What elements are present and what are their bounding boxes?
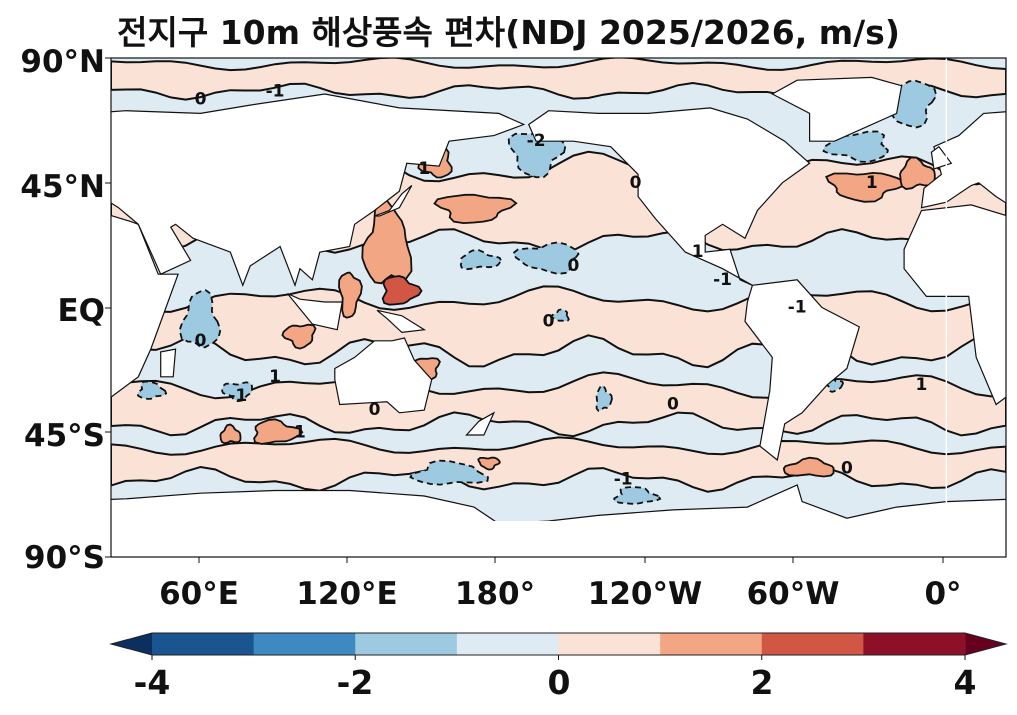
colorbar-segment [863, 633, 966, 655]
lon-tick-label: 180° [454, 576, 536, 612]
lat-tick-label: EQ [57, 293, 105, 329]
landmass [465, 411, 496, 436]
positive-anomaly-region [782, 456, 835, 478]
landmass [771, 76, 903, 142]
negative-anomaly-region [178, 289, 222, 349]
positive-anomaly-region [433, 193, 518, 225]
contour-label: 0 [195, 90, 207, 110]
contour-label: 0 [567, 256, 579, 276]
positive-anomaly-band [111, 436, 1006, 493]
landmass [334, 337, 433, 414]
colorbar-tick-label: -2 [336, 663, 374, 702]
negative-anomaly-region [136, 380, 168, 400]
contour-label: -1 [788, 298, 807, 318]
negative-anomaly-region [409, 459, 489, 486]
colorbar-segment [355, 633, 458, 655]
landmass [376, 309, 427, 334]
landmass [287, 293, 343, 331]
contour-label: -2 [527, 131, 546, 151]
contour-label: 0 [369, 400, 381, 420]
negative-anomaly-region [459, 249, 502, 271]
no-data-region [111, 520, 1006, 557]
colorbar-segment [152, 633, 255, 655]
contour-label: 0 [667, 395, 679, 415]
lat-tick-label: 45°N [20, 169, 105, 205]
landmass [0, 77, 7, 141]
colorbar-segment [253, 633, 356, 655]
contour-label: 1 [916, 375, 928, 395]
colorbar-tick-label: 2 [750, 663, 774, 702]
negative-anomaly-region [507, 131, 567, 179]
lat-tick-label: 90°N [20, 44, 105, 80]
contour-label: 0 [195, 331, 207, 351]
positive-anomaly-region [825, 171, 906, 203]
landmass [903, 204, 1006, 406]
lon-tick-label: 120°W [587, 576, 703, 612]
contour-label: -1 [713, 270, 732, 290]
contour-label: 1 [866, 173, 878, 193]
lon-tick-label: 60°W [746, 576, 840, 612]
contour-label: -1 [228, 386, 247, 406]
colorbar-tick-label: 0 [547, 663, 571, 702]
colorbar-tick-label: 4 [953, 663, 977, 702]
negative-anomaly-region [613, 486, 662, 505]
colorbar-segment [456, 633, 559, 655]
positive-anomaly-region [281, 323, 317, 350]
positive-anomaly-region [219, 423, 242, 445]
chart-title: 전지구 10m 해상풍속 편차(NDJ 2025/2026, m/s) [117, 13, 900, 52]
negative-anomaly-region [512, 241, 580, 275]
colorbar-segment [660, 633, 763, 655]
positive-anomaly-region [381, 275, 423, 306]
landmass [111, 93, 526, 288]
landmass [111, 214, 179, 398]
positive-anomaly-region [899, 156, 936, 190]
contour-label: 1 [418, 159, 430, 179]
landmass [374, 185, 413, 217]
lon-tick-label: 60°E [159, 576, 239, 612]
positive-anomaly-region [477, 456, 501, 471]
lon-tick-label: 0° [924, 576, 962, 612]
landmass [36, 147, 56, 169]
contour-label: 0 [841, 458, 853, 478]
lon-tick-label: 120°E [296, 576, 398, 612]
positive-anomaly-region [338, 271, 363, 319]
lat-tick-label: 90°S [24, 540, 105, 576]
landmass [527, 107, 811, 286]
positive-anomaly-region [253, 418, 304, 445]
landmass [744, 279, 861, 462]
landmass [920, 111, 1006, 209]
negative-anomaly-region [221, 381, 253, 403]
colorbar [109, 632, 1008, 660]
contour-label: 1 [269, 367, 281, 387]
contour-label: 0 [630, 173, 642, 193]
negative-anomaly-region [550, 308, 570, 323]
contour-label: -1 [266, 81, 285, 101]
colorbar-tick-label: -4 [133, 663, 171, 702]
map-panel: 0 -1 1 -2 0 0 1 -1 0 1 -1 0 1 0 -1 1 0 -1 0 1 [0, 58, 1006, 557]
contour-label: -1 [614, 469, 633, 489]
colorbar-over-arrow [965, 633, 1006, 655]
colorbar-segment [558, 633, 661, 655]
contour-label: 1 [692, 242, 704, 262]
landmass [160, 348, 177, 378]
negative-anomaly-region [595, 384, 613, 412]
contour-label: 1 [294, 422, 306, 442]
colorbar-under-arrow [111, 633, 152, 655]
contour-label: 0 [543, 311, 555, 331]
colorbar-segment [761, 633, 864, 655]
lat-tick-label: 45°S [24, 418, 105, 454]
